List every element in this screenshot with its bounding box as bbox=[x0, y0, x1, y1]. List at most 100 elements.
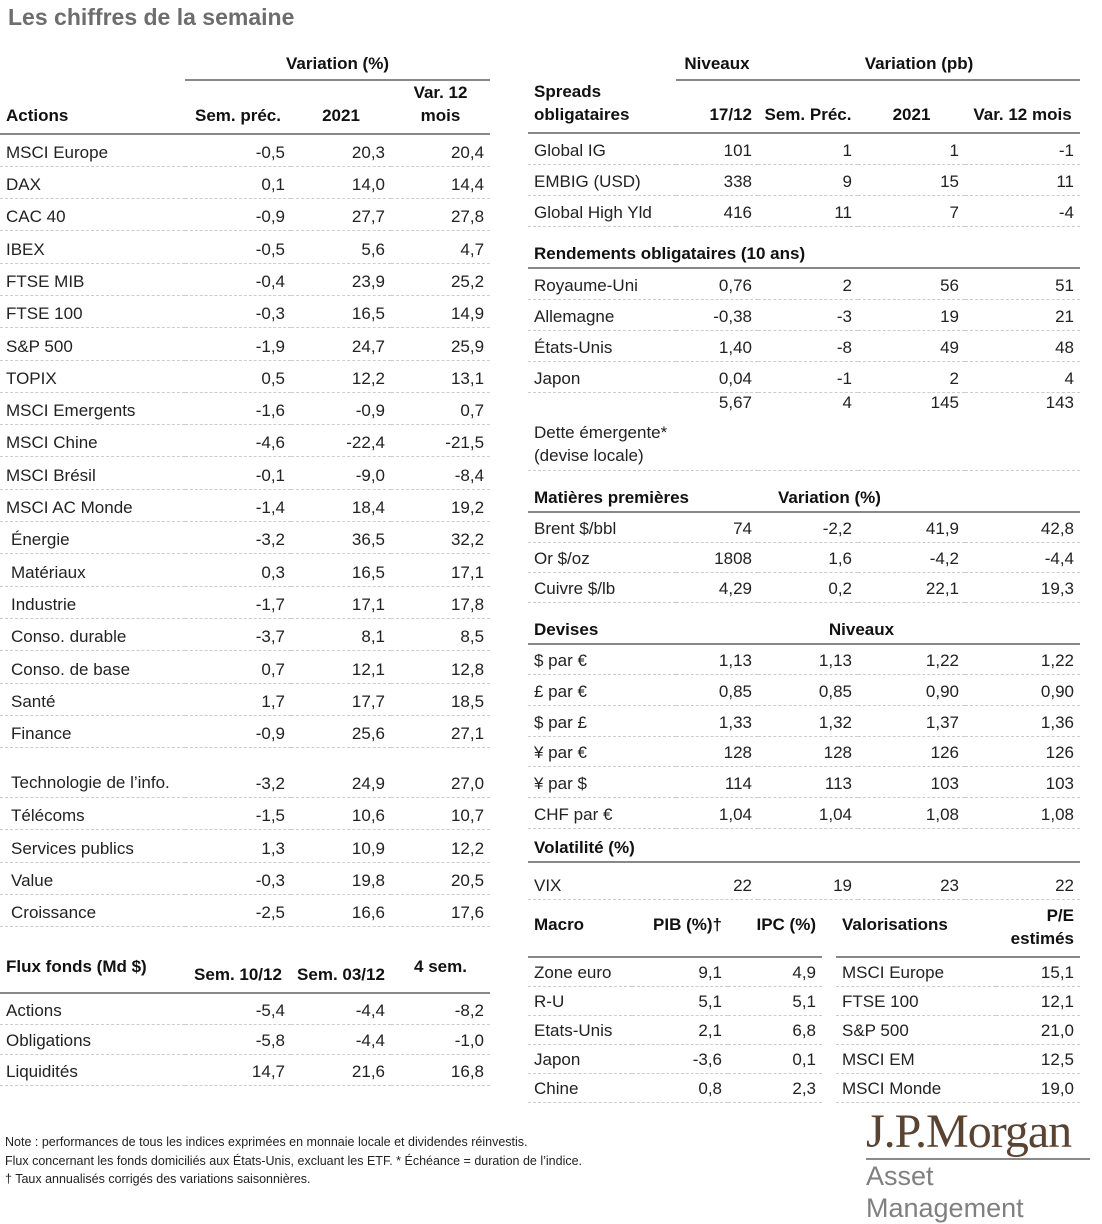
note-3: † Taux annualisés corrigés des variation… bbox=[5, 1172, 311, 1186]
cell-value: 41,9 bbox=[858, 512, 965, 543]
row-label: Industrie bbox=[0, 586, 185, 619]
cell-value: 25,9 bbox=[391, 327, 491, 361]
cell-value: 16,5 bbox=[291, 553, 391, 587]
valorisations-table: Valorisations P/E estimés MSCI Europe 15,… bbox=[836, 900, 1080, 1103]
cell-value: 74 bbox=[676, 512, 758, 543]
row-label: Royaume-Uni bbox=[528, 268, 676, 300]
row-label: Conso. de base bbox=[0, 650, 185, 684]
col-sem-prec-pb: Sem. Préc. bbox=[758, 80, 858, 134]
row-label: ¥ par $ bbox=[528, 766, 676, 798]
table-row: Global High Yld 416 11 7 -4 bbox=[528, 195, 1081, 227]
cell-value: 14,7 bbox=[185, 1054, 291, 1086]
cell-value: 12,2 bbox=[391, 829, 491, 863]
matieres-group: Variation (%) bbox=[758, 470, 965, 513]
cell-value: 10,7 bbox=[391, 797, 491, 831]
col-sem-0312: Sem. 03/12 bbox=[291, 927, 391, 995]
cell-value: 1,33 bbox=[676, 705, 758, 737]
logo-name: J.P.Morgan bbox=[866, 1108, 1090, 1160]
logo-sub: Asset Management bbox=[866, 1161, 1024, 1223]
cell-value: 12,8 bbox=[391, 650, 491, 684]
cell-value: 19 bbox=[858, 299, 965, 331]
cell-value: -1,7 bbox=[185, 586, 291, 619]
table-row: Japon -3,6 0,1 bbox=[528, 1044, 822, 1074]
table-row: CAC 40 -0,9 27,7 27,8 bbox=[0, 198, 491, 232]
cell-value: 1,08 bbox=[965, 797, 1081, 829]
table-row: Global IG 101 1 1 -1 bbox=[528, 133, 1081, 165]
cell-value: -3,7 bbox=[185, 618, 291, 652]
cell-value: -0,38 bbox=[676, 299, 758, 331]
rendements-title: Rendements obligataires (10 ans) bbox=[528, 226, 1081, 269]
row-label: MSCI Emergents bbox=[0, 392, 185, 426]
row-label: Croissance bbox=[0, 894, 185, 928]
col-ipc: IPC (%) bbox=[728, 900, 822, 958]
row-label: Matériaux bbox=[0, 553, 185, 587]
macro-header: Macro bbox=[528, 900, 632, 958]
table-row: Etats-Unis 2,1 6,8 bbox=[528, 1015, 822, 1045]
cell-value: 143 bbox=[965, 392, 1081, 471]
cell-value: -5,4 bbox=[185, 993, 291, 1025]
cell-value: 0,7 bbox=[391, 392, 491, 426]
cell-value: 126 bbox=[965, 736, 1081, 768]
table-row: Or $/oz 1808 1,6 -4,2 -4,4 bbox=[528, 542, 1081, 573]
cell-value: 1,13 bbox=[676, 644, 758, 676]
table-row: FTSE 100 -0,3 16,5 14,9 bbox=[0, 295, 491, 329]
cell-value: 56 bbox=[858, 268, 965, 300]
table-row: $ par €1,13 1,13 1,22 1,22 bbox=[528, 644, 1081, 676]
cell-value: 0,85 bbox=[758, 674, 858, 706]
cell-value: 21,0 bbox=[996, 1015, 1080, 1045]
table-row: Brent $/bbl 74 -2,2 41,9 42,8 bbox=[528, 512, 1081, 543]
row-label: Liquidités bbox=[0, 1054, 185, 1086]
cell-value: -9,0 bbox=[291, 456, 391, 490]
cell-value: 27,8 bbox=[391, 198, 491, 232]
cell-value: 14,9 bbox=[391, 295, 491, 329]
cell-value: 27,1 bbox=[391, 715, 491, 749]
cell-value: -1,0 bbox=[391, 1024, 490, 1056]
cell-value: 19,0 bbox=[996, 1073, 1080, 1103]
cell-value: 22,1 bbox=[858, 572, 965, 603]
table-row: Industrie -1,7 17,1 17,8 bbox=[0, 586, 491, 619]
cell-value: -0,9 bbox=[291, 392, 391, 426]
cell-value: 0,90 bbox=[858, 674, 965, 706]
table-row: S&P 500 -1,9 24,7 25,9 bbox=[0, 327, 491, 361]
flux-table: Flux fonds (Md $) Sem. 10/12 Sem. 03/12 … bbox=[0, 927, 490, 1086]
cell-value: 49 bbox=[858, 330, 965, 362]
cell-value: 4,7 bbox=[391, 230, 491, 264]
cell-value: 16,6 bbox=[291, 894, 391, 928]
cell-value: 25,6 bbox=[291, 715, 391, 749]
table-row: Liquidités 14,7 21,6 16,8 bbox=[0, 1054, 490, 1086]
cell-value: 9 bbox=[758, 164, 858, 196]
cell-value: 0,5 bbox=[185, 360, 291, 393]
cell-value: 1 bbox=[758, 133, 858, 165]
row-label: FTSE 100 bbox=[0, 295, 185, 329]
cell-value: 20,5 bbox=[391, 862, 491, 896]
row-label: Services publics bbox=[0, 829, 185, 863]
cell-value: 24,9 bbox=[291, 747, 391, 799]
table-row: FTSE 100 12,1 bbox=[836, 986, 1080, 1016]
row-label: Or $/oz bbox=[528, 542, 676, 573]
row-label: IBEX bbox=[0, 230, 185, 264]
row-label: $ par £ bbox=[528, 705, 676, 737]
cell-value: 4,29 bbox=[676, 572, 758, 603]
cell-value: 1,32 bbox=[758, 705, 858, 737]
cell-value: 4 bbox=[965, 361, 1081, 393]
col-2021-pb: 2021 bbox=[858, 80, 965, 134]
actions-group-header: Variation (%) bbox=[185, 48, 491, 81]
cell-value: -1,6 bbox=[185, 392, 291, 426]
row-label: S&P 500 bbox=[0, 327, 185, 361]
cell-value: -4,2 bbox=[858, 542, 965, 573]
table-row: Allemagne -0,38 -3 19 21 bbox=[528, 299, 1081, 331]
table-row: Croissance -2,5 16,6 17,6 bbox=[0, 894, 491, 928]
cell-value: 1,22 bbox=[965, 644, 1081, 676]
cell-value: 416 bbox=[676, 195, 758, 227]
cell-value: -0,5 bbox=[185, 134, 291, 167]
table-row: $ par £1,33 1,32 1,37 1,36 bbox=[528, 705, 1081, 737]
cell-value: -4,4 bbox=[291, 1024, 391, 1056]
cell-value: 15 bbox=[858, 164, 965, 196]
cell-value: -3 bbox=[758, 299, 858, 331]
cell-value: 7 bbox=[858, 195, 965, 227]
cell-value: 12,5 bbox=[996, 1044, 1080, 1074]
row-label: Japon bbox=[528, 1044, 632, 1074]
cell-value: 1808 bbox=[676, 542, 758, 573]
cell-value: 10,9 bbox=[291, 829, 391, 863]
cell-value: -0,3 bbox=[185, 862, 291, 896]
